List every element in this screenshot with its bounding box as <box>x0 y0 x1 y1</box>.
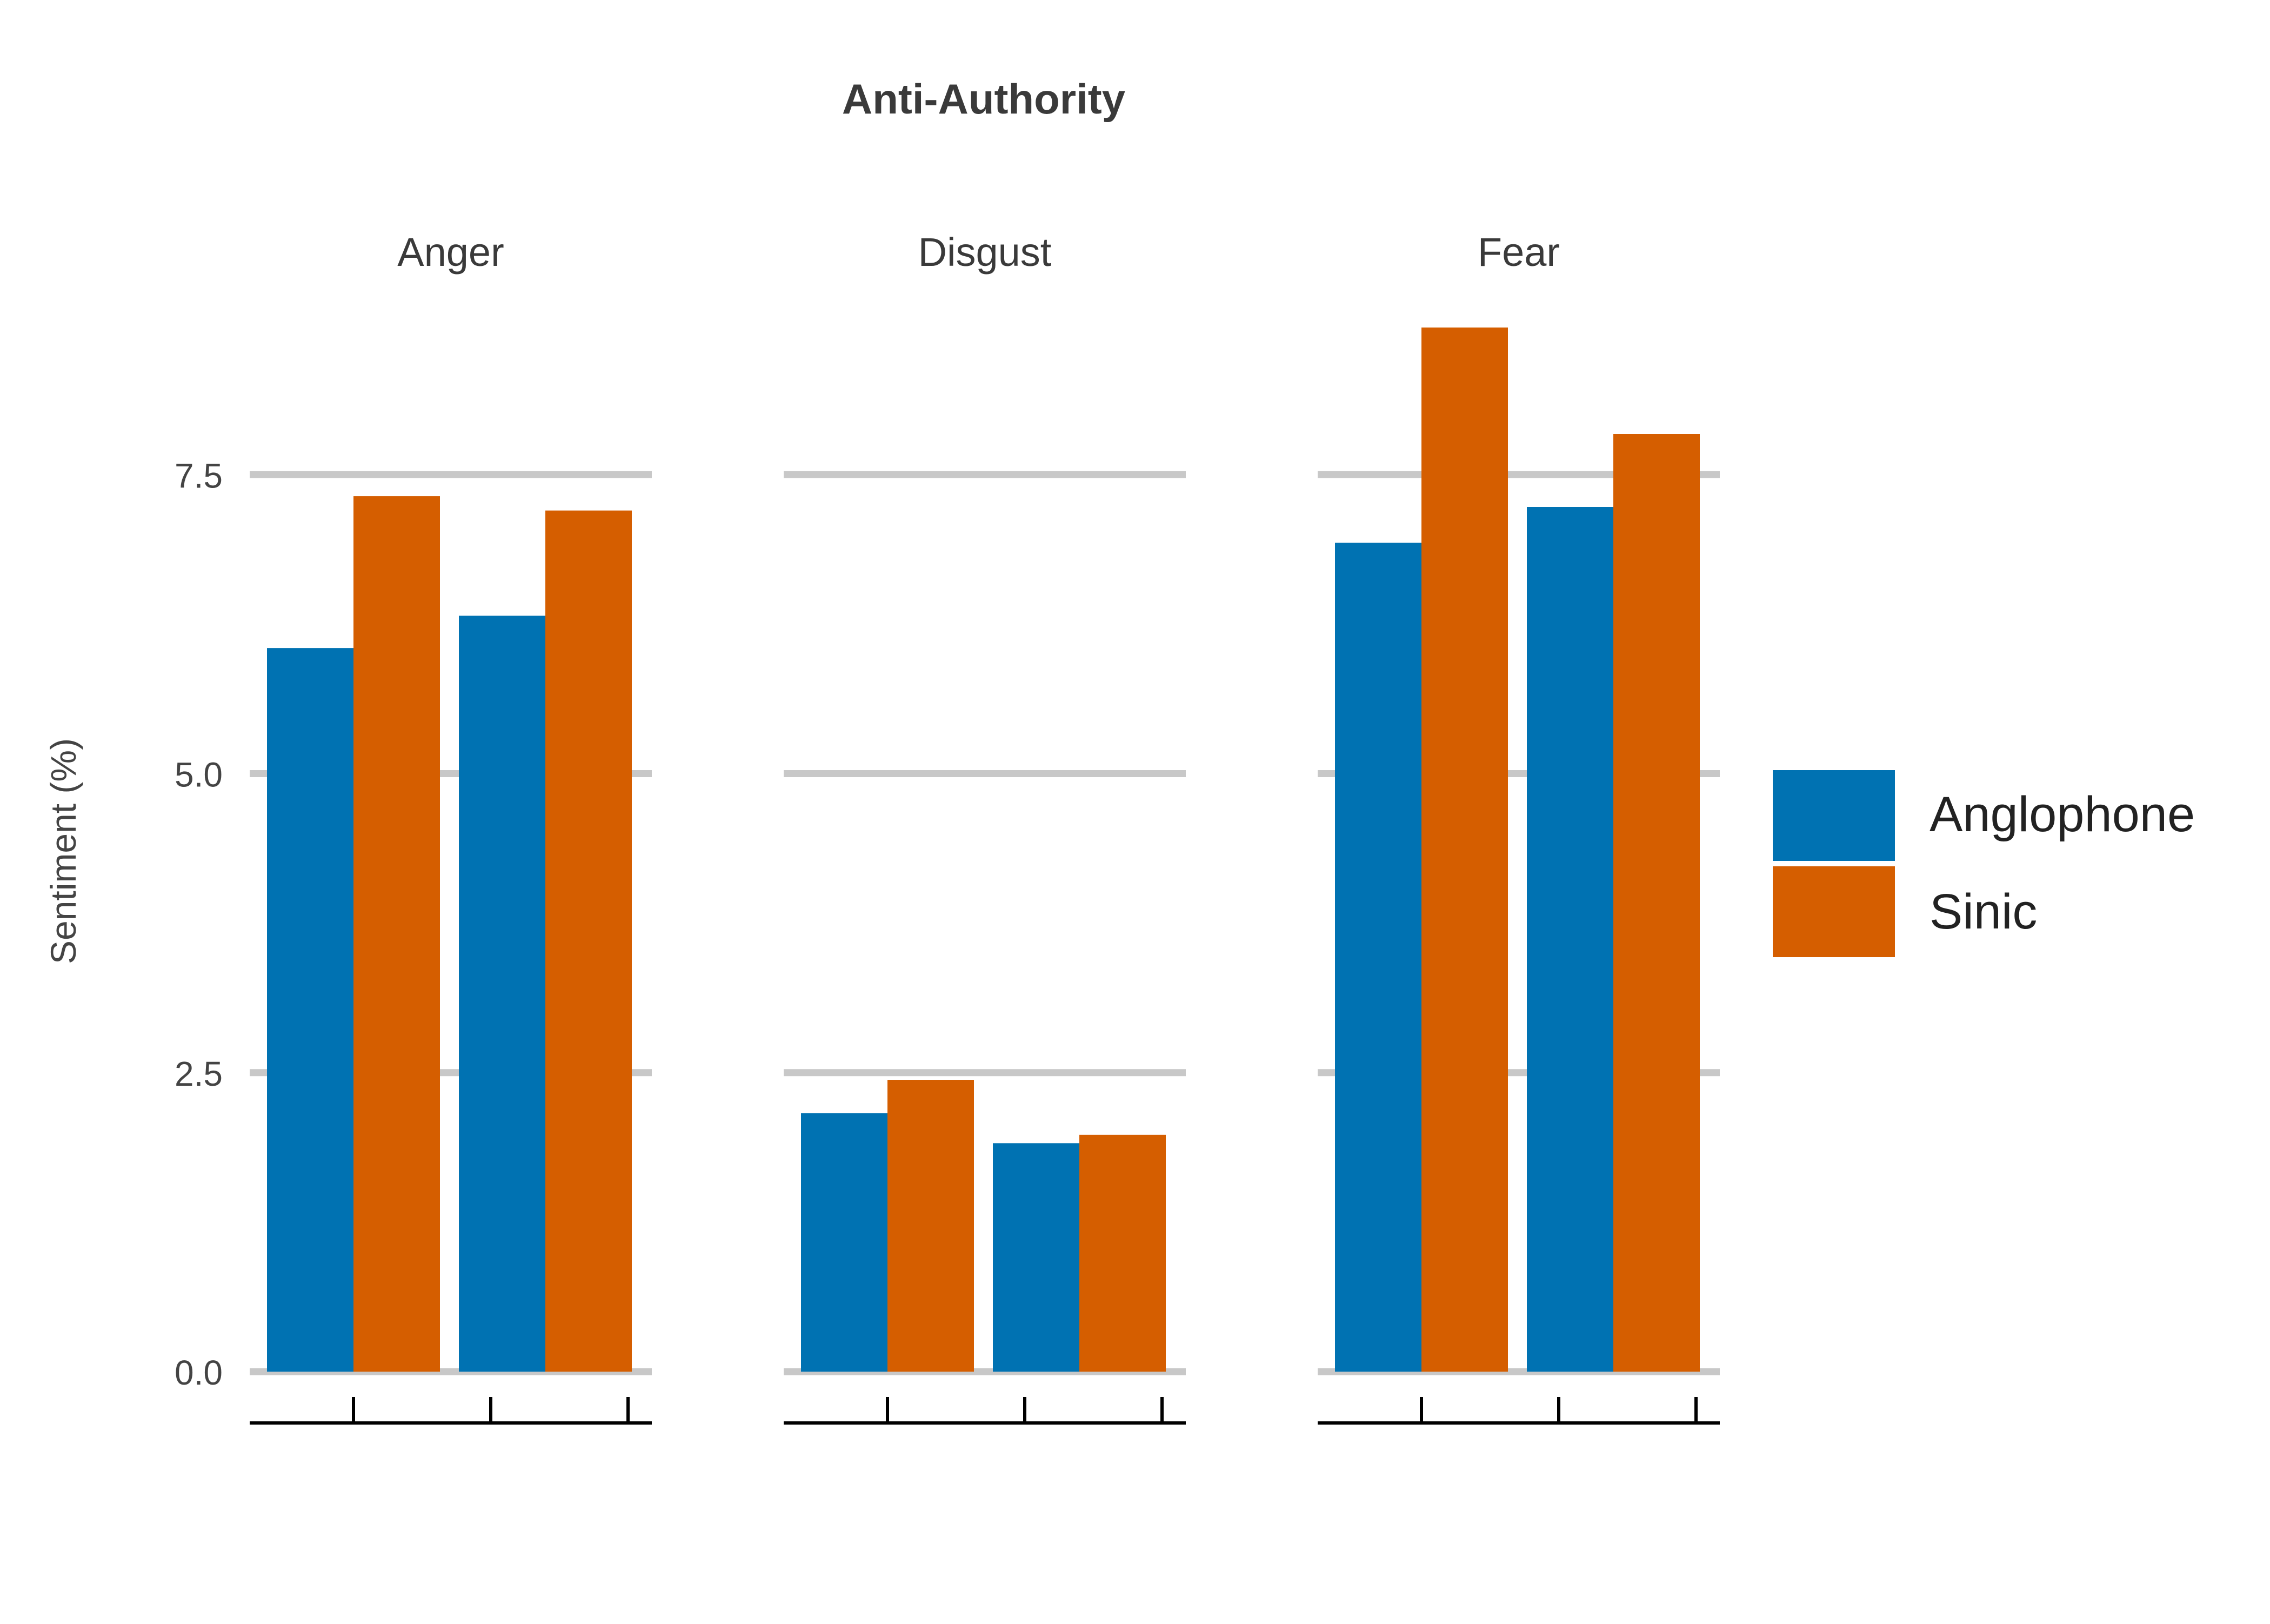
legend-label-anglophone: Anglophone <box>1929 787 2195 842</box>
bar-anger-group2-sinic <box>545 510 632 1372</box>
bar-disgust-group2-anglophone <box>993 1143 1079 1372</box>
panel-fear: Fear <box>1318 230 1720 1425</box>
bar-anger-group2-anglophone <box>459 616 545 1372</box>
facet-label-disgust: Disgust <box>918 230 1052 275</box>
legend-label-sinic: Sinic <box>1929 884 2037 939</box>
bar-fear-group2-sinic <box>1613 434 1700 1372</box>
facet-label-fear: Fear <box>1478 230 1560 275</box>
facet-label-anger: Anger <box>397 230 504 275</box>
panel-disgust: Disgust <box>784 230 1186 1425</box>
panel-anger: Anger <box>250 230 652 1425</box>
bar-anger-group1-sinic <box>353 496 440 1372</box>
bar-anger-group1-anglophone <box>267 648 353 1372</box>
y-tick-label: 5.0 <box>175 756 223 794</box>
bar-fear-group1-anglophone <box>1335 543 1421 1372</box>
bar-disgust-group1-anglophone <box>801 1113 887 1372</box>
y-axis-ticks: 0.0 2.5 5.0 7.5 <box>175 456 223 1392</box>
bar-fear-group1-sinic <box>1421 328 1508 1372</box>
y-tick-label: 7.5 <box>175 456 223 495</box>
chart-title: Anti-Authority <box>842 75 1125 123</box>
y-tick-label: 0.0 <box>175 1353 223 1392</box>
legend-swatch-sinic <box>1773 866 1895 957</box>
y-tick-label: 2.5 <box>175 1054 223 1093</box>
bar-disgust-group1-sinic <box>887 1080 974 1372</box>
legend: Anglophone Sinic <box>1773 770 2195 957</box>
legend-swatch-anglophone <box>1773 770 1895 861</box>
bar-fear-group2-anglophone <box>1527 507 1613 1372</box>
panels-layer: Anger Disgust Fear <box>250 230 1720 1425</box>
y-axis-label: Sentiment (%) <box>43 738 83 964</box>
bar-disgust-group2-sinic <box>1079 1134 1166 1372</box>
